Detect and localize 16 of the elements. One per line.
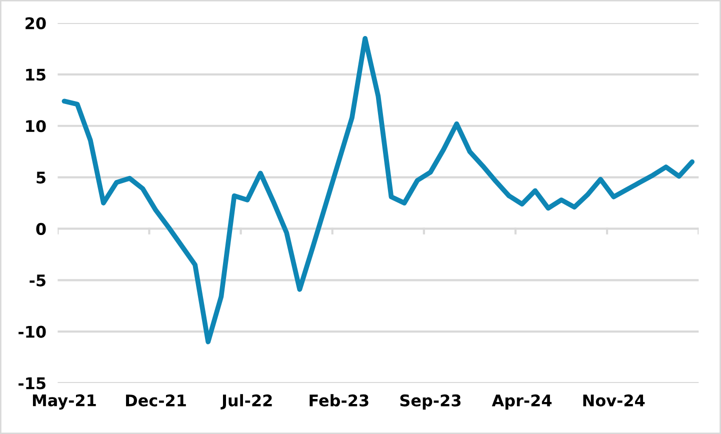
x-tick-label: Nov-24 xyxy=(583,394,645,406)
y-tick-label: 0 xyxy=(36,222,46,236)
y-tick-label: -10 xyxy=(18,326,46,338)
line-series xyxy=(62,36,695,344)
y-tick-label: -5 xyxy=(30,274,46,286)
x-tick-label: Sep-23 xyxy=(400,394,461,410)
y-tick-label: 15 xyxy=(26,68,46,81)
y-tick-label: 20 xyxy=(26,17,46,30)
x-tick-label: May-21 xyxy=(32,394,96,410)
x-tick-label: Feb-23 xyxy=(310,394,368,406)
y-tick-label: -15 xyxy=(18,377,46,390)
x-tick-label: Jul-22 xyxy=(220,394,272,410)
y-tick-label: 10 xyxy=(26,120,46,132)
x-tick-label: Apr-24 xyxy=(492,394,552,410)
y-tick-label: 5 xyxy=(36,172,46,184)
x-tick-label: Dec-21 xyxy=(126,394,186,406)
